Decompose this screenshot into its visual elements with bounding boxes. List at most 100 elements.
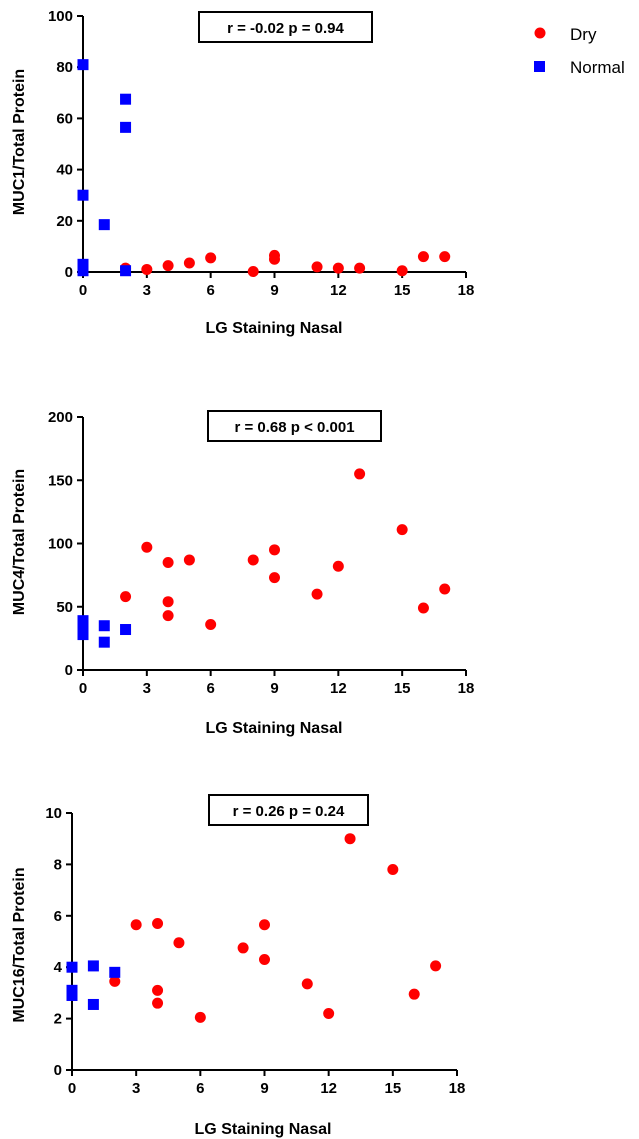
data-point-normal	[87, 960, 99, 972]
chart-panel-muc4: r = 0.68 p < 0.001 MUC4/Total Protein LG…	[11, 409, 474, 737]
x-axis-title: LG Staining Nasal	[195, 1121, 332, 1138]
x-tick-label: 0	[68, 1080, 76, 1097]
x-tick-label: 18	[458, 282, 475, 299]
data-point-normal	[77, 59, 89, 71]
data-point-dry	[162, 610, 174, 622]
data-point-normal	[87, 998, 99, 1010]
x-tick-label: 0	[79, 282, 87, 299]
axes: 0 3 6 9 12 15 18 0 20 40 60 80 100	[48, 8, 474, 299]
data-point-dry	[259, 919, 270, 931]
data-point-dry	[194, 1011, 206, 1023]
data-points	[77, 468, 451, 648]
data-point-dry	[162, 556, 174, 568]
data-point-normal	[120, 121, 132, 133]
data-point-dry	[183, 554, 195, 566]
data-point-dry	[205, 618, 217, 630]
axes: 0 3 6 9 12 15 18 0 2 4 6 8 10	[45, 805, 465, 1097]
x-tick-label: 15	[394, 680, 411, 697]
x-tick-label: 6	[206, 282, 214, 299]
data-point-dry	[120, 591, 132, 603]
legend-label-normal: Normal	[570, 58, 625, 77]
y-tick-label: 100	[48, 536, 73, 553]
y-tick-label: 10	[45, 805, 62, 822]
stat-annotation-box: r = -0.02 p = 0.94	[198, 11, 373, 43]
data-point-dry	[109, 975, 121, 987]
x-axis-title: LG Staining Nasal	[206, 720, 343, 737]
data-point-dry	[301, 978, 313, 990]
data-point-dry	[247, 265, 259, 277]
stat-annotation-text: r = 0.68 p < 0.001	[234, 419, 354, 436]
x-tick-label: 6	[206, 680, 214, 697]
data-point-dry	[354, 262, 366, 274]
data-point-dry	[387, 864, 399, 876]
data-point-dry	[247, 554, 259, 566]
data-point-dry	[130, 919, 142, 931]
data-points	[66, 833, 442, 1023]
x-tick-label: 12	[320, 1080, 337, 1097]
y-tick-label: 50	[56, 599, 73, 616]
y-axis-title: MUC4/Total Protein	[11, 469, 28, 615]
data-point-dry	[152, 918, 164, 930]
y-tick-label: 8	[54, 856, 62, 873]
data-point-dry	[259, 953, 270, 965]
data-point-normal	[77, 629, 89, 641]
y-tick-label: 4	[54, 959, 63, 976]
data-point-dry	[417, 602, 429, 614]
chart-panel-muc16: r = 0.26 p = 0.24 MUC16/Total Protein LG…	[11, 794, 465, 1138]
y-tick-label: 80	[56, 59, 73, 76]
y-tick-label: 0	[54, 1062, 62, 1079]
stat-annotation-box: r = 0.26 p = 0.24	[208, 794, 369, 826]
data-point-dry	[141, 541, 153, 553]
x-tick-label: 15	[394, 282, 411, 299]
legend-label-dry: Dry	[570, 25, 597, 44]
data-point-dry	[173, 937, 185, 949]
x-axis-title: LG Staining Nasal	[206, 320, 343, 337]
stat-box-frame	[208, 794, 369, 826]
data-point-normal	[120, 265, 132, 277]
data-point-dry	[396, 524, 408, 536]
legend: Dry Normal	[534, 25, 625, 77]
data-point-normal	[98, 219, 110, 231]
x-tick-label: 18	[449, 1080, 466, 1097]
data-point-normal	[120, 93, 132, 105]
data-point-dry	[430, 960, 442, 972]
data-point-normal	[66, 989, 78, 1001]
y-tick-label: 150	[48, 472, 73, 489]
data-point-dry	[332, 262, 344, 274]
data-point-dry	[311, 261, 323, 273]
axes: 0 3 6 9 12 15 18 0 50 100 150 200	[48, 409, 474, 697]
data-point-dry	[354, 468, 366, 480]
stat-box-frame	[207, 410, 382, 442]
data-point-normal	[98, 620, 110, 632]
y-tick-label: 200	[48, 409, 73, 426]
x-tick-label: 9	[270, 282, 278, 299]
x-tick-label: 3	[132, 1080, 140, 1097]
data-point-dry	[162, 596, 174, 608]
data-point-normal	[98, 636, 110, 648]
x-tick-label: 9	[260, 1080, 268, 1097]
data-point-dry	[311, 588, 323, 600]
data-point-dry	[205, 252, 217, 264]
data-point-normal	[77, 265, 89, 277]
data-point-dry	[439, 583, 451, 595]
y-axis-title: MUC1/Total Protein	[11, 69, 28, 215]
data-point-dry	[269, 544, 280, 556]
legend-marker-dry	[534, 27, 546, 39]
y-tick-label: 0	[65, 264, 73, 281]
chart-panel-muc1: r = -0.02 p = 0.94 MUC1/Total Protein LG…	[11, 8, 474, 337]
stat-annotation-text: r = -0.02 p = 0.94	[227, 20, 344, 37]
y-tick-label: 2	[54, 1011, 62, 1028]
stat-annotation-box: r = 0.68 p < 0.001	[207, 410, 382, 442]
y-tick-label: 100	[48, 8, 73, 25]
data-point-dry	[332, 560, 344, 572]
x-tick-label: 3	[143, 680, 151, 697]
data-point-dry	[183, 257, 195, 269]
data-point-dry	[344, 833, 356, 845]
data-point-dry	[417, 251, 429, 263]
x-tick-label: 18	[458, 680, 475, 697]
x-tick-label: 15	[384, 1080, 401, 1097]
y-tick-label: 40	[56, 162, 73, 179]
data-point-dry	[141, 263, 153, 275]
data-point-normal	[109, 966, 121, 978]
